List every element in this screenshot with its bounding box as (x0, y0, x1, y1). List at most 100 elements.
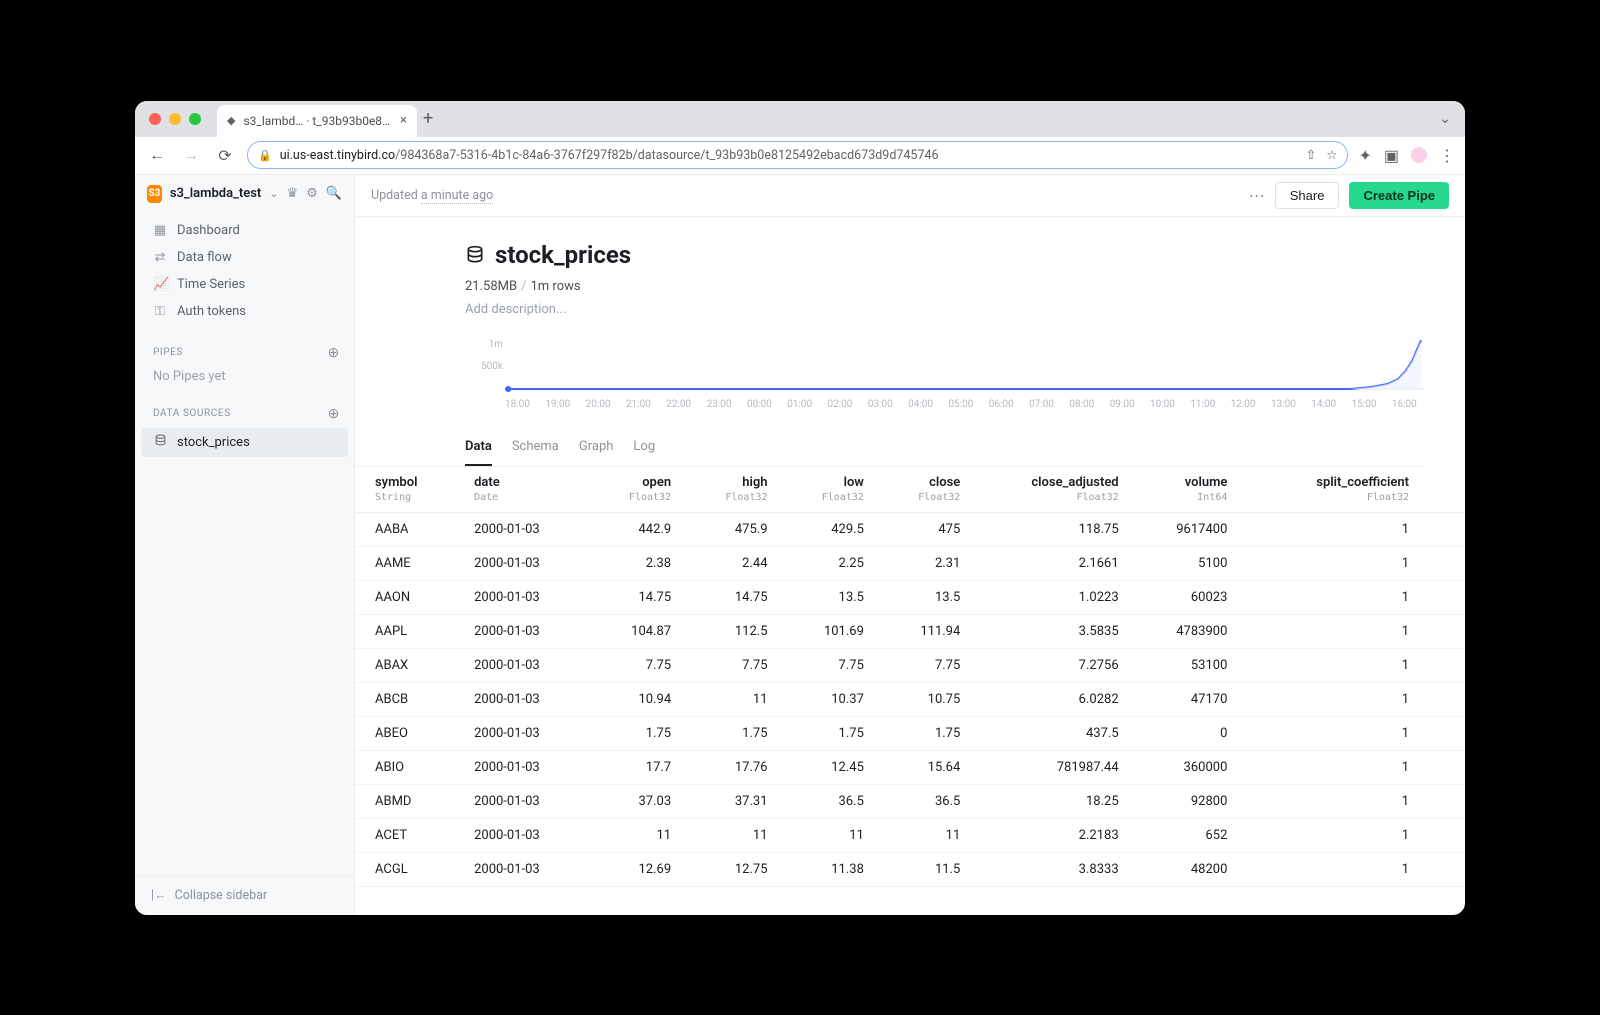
cell: 17.76 (685, 750, 781, 784)
profile-avatar-icon[interactable] (1411, 147, 1427, 163)
browser-menu-icon[interactable]: ⋮ (1439, 146, 1455, 165)
cell: 2.25 (782, 546, 878, 580)
view-tabs: Data Schema Graph Log (355, 439, 1425, 467)
table-row[interactable]: AAPL2000-01-03104.87112.5101.69111.943.5… (355, 614, 1465, 648)
cell: 2000-01-03 (460, 546, 589, 580)
column-volume[interactable]: volumeInt64 (1133, 467, 1242, 513)
crown-icon[interactable]: ♛ (287, 186, 299, 201)
cell: 1 (1241, 852, 1465, 886)
new-tab-button[interactable]: + (423, 108, 433, 129)
browser-tab[interactable]: ◆ s3_lambd… · t_93b93b0e8125… × (217, 105, 417, 137)
table-row[interactable]: ABMD2000-01-0337.0337.3136.536.518.25928… (355, 784, 1465, 818)
cell: 2000-01-03 (460, 682, 589, 716)
cell: 15.64 (878, 750, 974, 784)
table-row[interactable]: ACET2000-01-03111111112.21836521 (355, 818, 1465, 852)
cell: 2.44 (685, 546, 781, 580)
cell: 47170 (1133, 682, 1242, 716)
add-pipe-button[interactable]: ⊕ (328, 345, 340, 361)
tab-log[interactable]: Log (633, 439, 655, 466)
cell: 1 (1241, 614, 1465, 648)
table-row[interactable]: ABEO2000-01-031.751.751.751.75437.501 (355, 716, 1465, 750)
cell: 4783900 (1133, 614, 1242, 648)
sidebar-item-datasource-stock-prices[interactable]: stock_prices (141, 428, 348, 457)
sidebar-primary-nav: ▦Dashboard ⇄Data flow 📈Time Series ⚿Auth… (135, 213, 354, 329)
workspace-switcher[interactable]: S3 s3_lambda_test ⌄ ♛ ⚙ 🔍 (135, 175, 354, 213)
window-minimize-button[interactable] (169, 113, 181, 125)
cell: 2.31 (878, 546, 974, 580)
cell: 12.69 (589, 852, 685, 886)
cell: 53100 (1133, 648, 1242, 682)
create-pipe-button[interactable]: Create Pipe (1349, 182, 1449, 209)
url-bar[interactable]: 🔒 ui.us-east.tinybird.co/984368a7-5316-4… (247, 141, 1348, 169)
window-close-button[interactable] (149, 113, 161, 125)
cell: 6.0282 (974, 682, 1132, 716)
column-symbol[interactable]: symbolString (355, 467, 460, 513)
tab-schema[interactable]: Schema (512, 439, 559, 466)
cell: 2000-01-03 (460, 648, 589, 682)
window-zoom-button[interactable] (189, 113, 201, 125)
add-datasource-button[interactable]: ⊕ (328, 406, 340, 422)
cell: 11 (685, 818, 781, 852)
table-row[interactable]: ABCB2000-01-0310.941110.3710.756.0282471… (355, 682, 1465, 716)
sidebar-item-label: Time Series (177, 277, 245, 292)
sidebar-item-dashboard[interactable]: ▦Dashboard (135, 217, 354, 244)
search-icon[interactable]: 🔍 (326, 186, 342, 201)
panel-toggle-icon[interactable]: ▣ (1384, 146, 1399, 165)
main-header: Updated a minute ago ⋯ Share Create Pipe (355, 175, 1465, 217)
table-row[interactable]: ABIO2000-01-0317.717.7612.4515.64781987.… (355, 750, 1465, 784)
share-button[interactable]: Share (1275, 182, 1340, 209)
gear-icon[interactable]: ⚙ (306, 186, 318, 201)
column-date[interactable]: dateDate (460, 467, 589, 513)
table-row[interactable]: AABA2000-01-03442.9475.9429.5475118.7596… (355, 512, 1465, 546)
cell: 2000-01-03 (460, 716, 589, 750)
column-split_coefficient[interactable]: split_coefficientFloat32 (1241, 467, 1465, 513)
chart-x-label: 14:00 (1311, 399, 1336, 410)
cell: 1.0223 (974, 580, 1132, 614)
nav-back-icon[interactable]: ← (145, 145, 169, 165)
pipes-section-header: PIPES ⊕ (135, 329, 354, 367)
cell: ABMD (355, 784, 460, 818)
browser-toolbar: ← → ⟳ 🔒 ui.us-east.tinybird.co/984368a7-… (135, 137, 1465, 175)
cell: 112.5 (685, 614, 781, 648)
cell: AAON (355, 580, 460, 614)
chart-x-label: 01:00 (787, 399, 812, 410)
tabs-menu-icon[interactable]: ⌄ (1439, 111, 1451, 127)
chart-x-label: 07:00 (1029, 399, 1054, 410)
sidebar-item-auth-tokens[interactable]: ⚿Auth tokens (135, 298, 354, 325)
cell: 5100 (1133, 546, 1242, 580)
tab-favicon-icon: ◆ (227, 114, 235, 127)
column-close_adjusted[interactable]: close_adjustedFloat32 (974, 467, 1132, 513)
tab-graph[interactable]: Graph (579, 439, 614, 466)
column-low[interactable]: lowFloat32 (782, 467, 878, 513)
share-url-icon[interactable]: ⇧ (1306, 147, 1316, 163)
tab-close-icon[interactable]: × (400, 113, 407, 128)
sidebar-item-time-series[interactable]: 📈Time Series (135, 271, 354, 298)
more-menu-icon[interactable]: ⋯ (1249, 186, 1265, 205)
cell: 7.75 (589, 648, 685, 682)
cell: 118.75 (974, 512, 1132, 546)
nav-forward-icon: → (179, 145, 203, 165)
tab-data[interactable]: Data (465, 439, 492, 466)
column-open[interactable]: openFloat32 (589, 467, 685, 513)
chart-x-label: 04:00 (908, 399, 933, 410)
cell: 1 (1241, 512, 1465, 546)
cell: 3.5835 (974, 614, 1132, 648)
cell: 2000-01-03 (460, 512, 589, 546)
chart-x-label: 10:00 (1150, 399, 1175, 410)
collapse-sidebar-button[interactable]: |← Collapse sidebar (135, 875, 354, 915)
nav-reload-icon[interactable]: ⟳ (213, 146, 237, 165)
star-icon[interactable]: ☆ (1326, 147, 1337, 163)
table-row[interactable]: ABAX2000-01-037.757.757.757.757.27565310… (355, 648, 1465, 682)
database-icon (465, 245, 485, 265)
table-row[interactable]: AAME2000-01-032.382.442.252.312.16615100… (355, 546, 1465, 580)
extensions-icon[interactable]: ✦ (1358, 146, 1371, 165)
add-description-input[interactable]: Add description... (465, 302, 1425, 317)
column-high[interactable]: highFloat32 (685, 467, 781, 513)
sidebar-item-label: Data flow (177, 250, 232, 265)
table-row[interactable]: ACGL2000-01-0312.6912.7511.3811.53.83334… (355, 852, 1465, 886)
sidebar-item-label: Dashboard (177, 223, 240, 238)
column-close[interactable]: closeFloat32 (878, 467, 974, 513)
table-row[interactable]: AAON2000-01-0314.7514.7513.513.51.022360… (355, 580, 1465, 614)
chart-svg (505, 339, 1425, 395)
sidebar-item-data-flow[interactable]: ⇄Data flow (135, 244, 354, 271)
